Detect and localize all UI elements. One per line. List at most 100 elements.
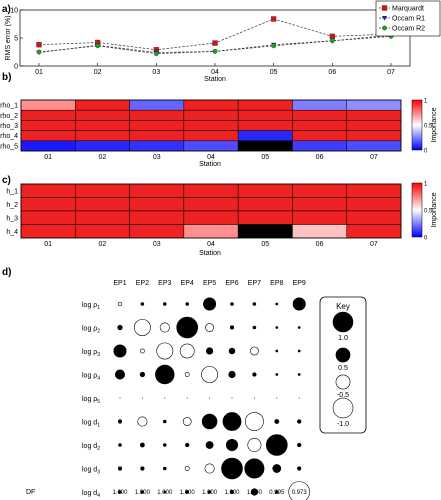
series-point [212, 49, 218, 54]
heat-frame [20, 99, 402, 152]
x-tick-label: 03 [152, 69, 160, 76]
col-label: 06 [316, 241, 324, 248]
key-label: 0.5 [338, 365, 348, 372]
bubble-positive [297, 442, 302, 448]
column-header: EP8 [270, 280, 283, 287]
series-point [329, 33, 336, 40]
row-label: log d4 [82, 490, 100, 499]
heat-cell [183, 120, 239, 131]
bubble-negative [159, 322, 170, 333]
rms-plot-frame [19, 9, 411, 67]
df-value: 1.000 [157, 490, 173, 496]
heat-cell [20, 140, 76, 152]
column-header: EP7 [248, 280, 261, 287]
heat-cell [292, 130, 347, 142]
rms-y-axis: 0 5 10 [10, 8, 23, 71]
bubble-negative [205, 323, 214, 332]
rho-col-labels: 01 02 03 04 05 06 07 [44, 154, 378, 161]
bubble-negative [247, 438, 262, 452]
col-label: 03 [153, 154, 161, 161]
resolution-bubble-matrix: EP1 EP2 EP3 EP4 EP5 EP6 EP7 EP8 EP9 log ρ1 log ρ2… [26, 280, 367, 500]
df-value: 0.973 [292, 490, 308, 496]
rho-colorbar-label: Importance [431, 107, 438, 142]
heat-cell [20, 99, 76, 111]
heat-cell [346, 224, 402, 239]
row-label: h_2 [6, 202, 18, 209]
bubbles [113, 297, 310, 500]
heat-cell [346, 130, 402, 142]
bubble-positive [117, 419, 123, 424]
bubble-positive [117, 324, 123, 331]
bubble-positive [203, 297, 217, 311]
colorbar-tick: 0 [424, 236, 428, 242]
y-tick-label: 10 [10, 8, 18, 15]
bubble-dot [164, 397, 166, 399]
bubble-negative [245, 412, 264, 431]
series-point [36, 49, 42, 55]
bubble-negative [250, 346, 259, 356]
h-col-labels: 01 02 03 04 05 06 07 [44, 241, 378, 248]
df-value: 0.995 [269, 490, 285, 496]
panel-c-label: c) [2, 175, 11, 186]
key-bubble-negative [335, 374, 351, 390]
legend-label: Occam R1 [392, 16, 425, 23]
bubble-negative [133, 319, 151, 336]
row-label: rho_3 [0, 123, 18, 130]
heat-cell [129, 140, 185, 152]
colorbar-tick: 1 [424, 182, 428, 188]
heat-cell [129, 130, 185, 142]
legend-marker [381, 5, 388, 11]
bubble-positive [228, 347, 236, 355]
row-label: h_3 [6, 215, 18, 222]
key-bubble-positive [335, 347, 351, 363]
bubble-positive [292, 297, 306, 311]
col-label: 03 [153, 241, 161, 248]
heat-cell [183, 140, 239, 152]
y-tick-label: 5 [14, 36, 18, 43]
series-point [271, 43, 277, 49]
column-header: EP6 [225, 280, 238, 287]
rms-legend: Marquardt Occam R1 Occam R2 [375, 0, 441, 37]
heat-cell [346, 183, 402, 198]
bubble-positive [117, 466, 123, 471]
bubble-positive [228, 370, 236, 379]
key-label: 1.0 [338, 335, 348, 342]
bubble-dot [276, 397, 278, 399]
col-label: 01 [44, 154, 52, 161]
heat-cell [346, 197, 402, 212]
df-value: 1.000 [224, 490, 240, 496]
bubble-positive [185, 442, 190, 448]
heat-cell [237, 109, 293, 121]
legend-label: Marquardt [392, 6, 424, 13]
x-tick-label: 05 [270, 69, 278, 76]
col-label: 01 [44, 241, 52, 248]
bubble-positive [229, 325, 235, 330]
bubble-positive [185, 490, 189, 494]
rho-row-labels: rho_1 rho_2 rho_3 rho_4 rho_5 [0, 103, 18, 151]
bubble-positive [113, 344, 127, 358]
bubble-positive [230, 302, 234, 306]
row-label: log ρ3 [82, 349, 100, 358]
column-header: EP5 [203, 280, 216, 287]
bubble-positive [185, 302, 189, 306]
row-label: log ρ4 [82, 373, 100, 382]
bubble-positive [275, 302, 279, 306]
rho-x-label: Station [199, 161, 221, 168]
bubble-positive [252, 325, 257, 330]
column-header: EP3 [158, 280, 171, 287]
rms-series [36, 16, 394, 57]
bubble-dot [298, 397, 300, 399]
bubble-positive [297, 373, 301, 376]
heat-cell [237, 99, 293, 111]
bubble-negative [182, 417, 192, 426]
col-label: 06 [316, 154, 324, 161]
bubble-positive [221, 457, 243, 480]
heat-cell [75, 210, 130, 225]
bubble-positive [297, 349, 301, 353]
heat-cell [20, 224, 76, 239]
heat-cell [237, 120, 293, 131]
key-bubble-negative [332, 397, 354, 419]
column-header: EP4 [181, 280, 194, 287]
